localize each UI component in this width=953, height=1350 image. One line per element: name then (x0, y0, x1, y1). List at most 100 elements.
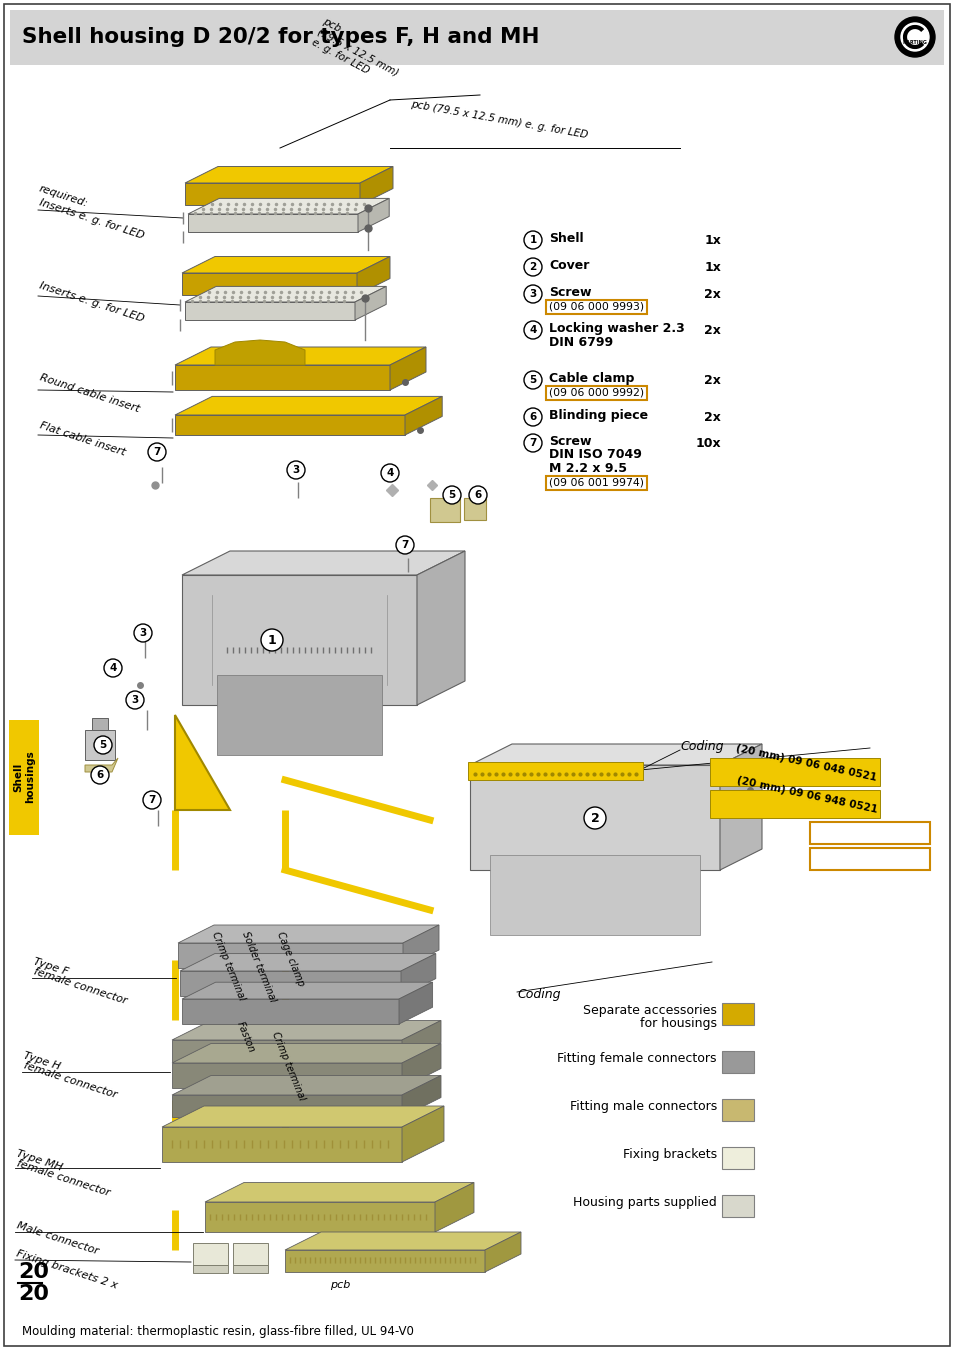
Circle shape (523, 231, 541, 248)
Circle shape (94, 736, 112, 755)
Polygon shape (205, 1202, 435, 1233)
Text: 3: 3 (132, 695, 138, 705)
Polygon shape (162, 1127, 401, 1162)
Circle shape (523, 433, 541, 452)
Text: for housings: for housings (639, 1017, 717, 1030)
Bar (193, 1243, 228, 1265)
Text: Fixing brackets: Fixing brackets (622, 1148, 717, 1161)
Text: Inserts e. g. for LED: Inserts e. g. for LED (38, 279, 145, 324)
Circle shape (395, 536, 414, 554)
Text: 1x: 1x (703, 261, 720, 274)
Bar (490, 855, 700, 936)
Polygon shape (172, 1021, 440, 1040)
Text: required:: required: (38, 184, 90, 208)
Circle shape (469, 486, 486, 504)
Text: 1: 1 (268, 633, 276, 647)
Polygon shape (401, 1044, 440, 1088)
Circle shape (583, 807, 605, 829)
Polygon shape (172, 1076, 440, 1095)
Polygon shape (174, 397, 442, 414)
Polygon shape (416, 551, 464, 705)
Text: Round cable insert: Round cable insert (38, 373, 140, 414)
Polygon shape (180, 971, 400, 996)
Polygon shape (182, 983, 432, 999)
Text: Moulding material: thermoplastic resin, glass-fibre filled, UL 94-V0: Moulding material: thermoplastic resin, … (22, 1324, 414, 1338)
Text: 2x: 2x (703, 288, 720, 301)
Circle shape (148, 443, 166, 460)
Text: 20: 20 (18, 1284, 49, 1304)
Polygon shape (435, 1183, 474, 1233)
Bar (216, 675, 381, 755)
Circle shape (523, 258, 541, 275)
Circle shape (523, 285, 541, 302)
Polygon shape (401, 1076, 440, 1116)
Polygon shape (359, 166, 393, 205)
Polygon shape (390, 347, 426, 390)
Polygon shape (285, 1250, 484, 1272)
Text: Shell: Shell (548, 232, 583, 244)
Text: Type H: Type H (22, 1050, 61, 1072)
Text: 6: 6 (96, 769, 104, 780)
FancyBboxPatch shape (546, 386, 647, 400)
Text: 7: 7 (401, 540, 408, 549)
Bar (233, 1265, 268, 1273)
Circle shape (900, 23, 928, 51)
Polygon shape (182, 575, 416, 705)
Bar (233, 1243, 268, 1265)
Bar (721, 1148, 753, 1169)
Polygon shape (214, 340, 305, 364)
Polygon shape (174, 364, 390, 390)
Text: HARTING: HARTING (902, 40, 926, 46)
Text: 2x: 2x (703, 374, 720, 387)
Text: 7: 7 (148, 795, 155, 805)
Text: 5: 5 (99, 740, 107, 751)
Circle shape (894, 18, 934, 57)
Text: Cable clamp: Cable clamp (548, 373, 634, 385)
Text: Solder terminal: Solder terminal (240, 930, 277, 1003)
Text: 5: 5 (448, 490, 456, 500)
Polygon shape (355, 286, 386, 320)
Text: pcb: pcb (330, 1280, 350, 1291)
Bar (721, 1052, 753, 1073)
Bar (709, 757, 879, 786)
Text: DIN ISO 7049: DIN ISO 7049 (548, 448, 641, 462)
Text: (09 06 001 9974): (09 06 001 9974) (548, 478, 643, 487)
Text: Fixing brackets 2 x: Fixing brackets 2 x (15, 1247, 119, 1291)
Text: pcb
(79.5 x 12.5 mm)
e. g. for LED: pcb (79.5 x 12.5 mm) e. g. for LED (310, 16, 405, 88)
Text: 10x: 10x (695, 437, 720, 450)
Polygon shape (405, 397, 442, 435)
Polygon shape (172, 1040, 401, 1062)
Text: female connector: female connector (15, 1158, 111, 1197)
Bar (721, 1003, 753, 1025)
Text: 2: 2 (529, 262, 536, 271)
Circle shape (287, 460, 305, 479)
Polygon shape (91, 718, 108, 730)
Text: 4: 4 (386, 468, 394, 478)
Text: 2: 2 (590, 811, 598, 825)
Polygon shape (401, 1021, 440, 1062)
Text: Faston: Faston (234, 1021, 256, 1054)
Polygon shape (185, 184, 359, 205)
Text: M 2.2 x 9.5: M 2.2 x 9.5 (548, 462, 626, 475)
Text: Fitting male connectors: Fitting male connectors (569, 1100, 717, 1112)
Circle shape (261, 629, 283, 651)
Polygon shape (357, 198, 389, 232)
Bar (463, 498, 485, 520)
Circle shape (104, 659, 122, 676)
Text: Type F: Type F (32, 956, 70, 976)
Polygon shape (85, 757, 118, 772)
Circle shape (380, 464, 398, 482)
Circle shape (133, 624, 152, 643)
Polygon shape (356, 256, 390, 296)
Text: Male connector: Male connector (15, 1220, 99, 1256)
Polygon shape (185, 302, 355, 320)
Circle shape (523, 321, 541, 339)
Polygon shape (402, 925, 438, 968)
Polygon shape (182, 999, 398, 1025)
Text: Type MH: Type MH (15, 1148, 64, 1172)
Text: Screw: Screw (548, 286, 591, 298)
Text: 4: 4 (529, 325, 537, 335)
Text: Inserts e. g. for LED: Inserts e. g. for LED (38, 197, 145, 240)
Text: Shell housing D 20/2 for types F, H and MH: Shell housing D 20/2 for types F, H and … (22, 27, 539, 47)
Bar (809, 848, 929, 869)
